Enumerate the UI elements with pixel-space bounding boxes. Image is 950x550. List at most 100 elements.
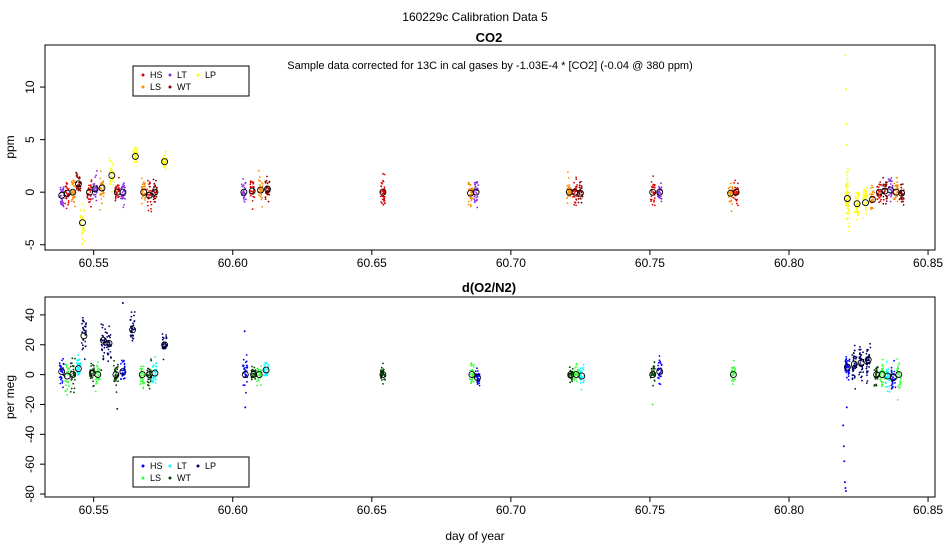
o2n2-y-tick-label: 40 — [23, 308, 37, 322]
o2n2-point — [85, 330, 87, 332]
co2-point — [59, 186, 62, 189]
o2n2-point — [575, 362, 578, 365]
co2-point — [871, 184, 873, 187]
o2n2-point — [73, 374, 76, 377]
o2n2-point — [882, 374, 885, 377]
co2-point — [124, 186, 126, 189]
o2n2-outlier-point — [244, 406, 247, 409]
co2-point — [142, 181, 145, 184]
o2n2-point — [66, 388, 69, 390]
co2-point — [848, 230, 850, 233]
co2-point — [474, 185, 477, 188]
o2n2-point — [860, 359, 862, 362]
co2-point — [102, 195, 105, 198]
o2n2-point — [103, 343, 105, 346]
o2n2-point — [660, 364, 663, 366]
co2-mean-marker — [853, 200, 861, 208]
co2-legend-marker-ls — [141, 85, 145, 89]
co2-point — [147, 209, 150, 212]
o2n2-point — [139, 383, 142, 386]
o2n2-point — [150, 358, 152, 360]
o2n2-point — [106, 332, 108, 334]
co2-y-tick-label: 10 — [23, 80, 37, 94]
co2-point — [882, 198, 885, 201]
o2n2-point — [264, 361, 266, 364]
o2n2-point — [152, 364, 155, 366]
co2-point — [856, 208, 859, 211]
co2-point — [251, 200, 254, 202]
co2-point — [729, 186, 731, 189]
o2n2-point — [146, 369, 149, 372]
o2n2-point — [891, 382, 894, 384]
co2-point — [855, 218, 858, 221]
co2-point — [77, 184, 79, 187]
o2n2-point — [854, 349, 856, 352]
o2n2-point — [382, 383, 384, 385]
o2n2-point — [853, 344, 856, 347]
o2n2-point — [659, 360, 662, 363]
co2-point — [144, 197, 146, 200]
o2n2-point — [845, 371, 848, 374]
o2n2-point — [579, 370, 582, 373]
co2-point — [873, 191, 876, 194]
co2-point — [568, 193, 571, 196]
co2-point — [123, 189, 126, 192]
co2-point — [146, 188, 149, 191]
o2n2-point — [142, 387, 145, 390]
o2n2-point — [474, 370, 477, 372]
o2n2-point — [142, 374, 145, 376]
co2-point — [62, 186, 65, 189]
co2-point — [650, 191, 653, 193]
o2n2-point — [140, 365, 143, 368]
o2n2-point — [245, 366, 248, 369]
co2-point — [879, 200, 882, 203]
co2-point — [884, 188, 887, 191]
co2-point — [890, 177, 893, 179]
co2-point — [653, 183, 656, 186]
o2n2-point — [854, 367, 856, 370]
o2n2-point — [852, 370, 854, 373]
co2-point — [244, 181, 247, 184]
o2n2-point — [161, 338, 164, 341]
o2n2-point — [162, 343, 165, 346]
co2-point — [124, 197, 126, 200]
co2-point — [846, 193, 848, 195]
o2n2-point — [653, 379, 656, 382]
co2-point — [468, 183, 471, 186]
o2n2-point — [651, 369, 653, 371]
o2n2-mean-marker — [119, 368, 127, 376]
co2-point — [733, 197, 735, 199]
co2-point — [61, 199, 64, 202]
o2n2-point — [887, 370, 889, 373]
co2-point — [857, 193, 860, 195]
co2-point — [80, 233, 83, 236]
o2n2-point — [880, 369, 883, 372]
co2-point — [848, 209, 850, 212]
o2n2-point — [469, 369, 471, 372]
co2-point — [133, 151, 136, 154]
o2n2-point — [155, 362, 158, 365]
o2n2-point — [732, 366, 735, 369]
co2-point — [114, 187, 117, 189]
o2n2-point — [854, 375, 856, 378]
co2-point — [252, 191, 255, 194]
co2-point — [567, 177, 570, 179]
co2-point — [729, 191, 732, 194]
co2-point — [65, 207, 68, 210]
co2-point — [729, 193, 732, 196]
co2-point — [120, 197, 122, 200]
o2n2-point — [77, 373, 79, 376]
o2n2-point — [59, 369, 62, 371]
co2-point — [62, 201, 65, 204]
co2-legend: HS LS LT WT LP — [132, 65, 250, 97]
co2-point — [99, 193, 102, 195]
o2n2-point — [69, 390, 72, 393]
co2-point — [473, 198, 475, 201]
o2n2-legend-label-hs: HS — [150, 461, 163, 471]
co2-point — [581, 193, 583, 196]
co2-mean-marker — [131, 152, 139, 160]
co2-mean-marker — [240, 188, 248, 196]
co2-point — [476, 180, 478, 183]
co2-point — [863, 194, 865, 197]
o2n2-point — [897, 385, 899, 388]
